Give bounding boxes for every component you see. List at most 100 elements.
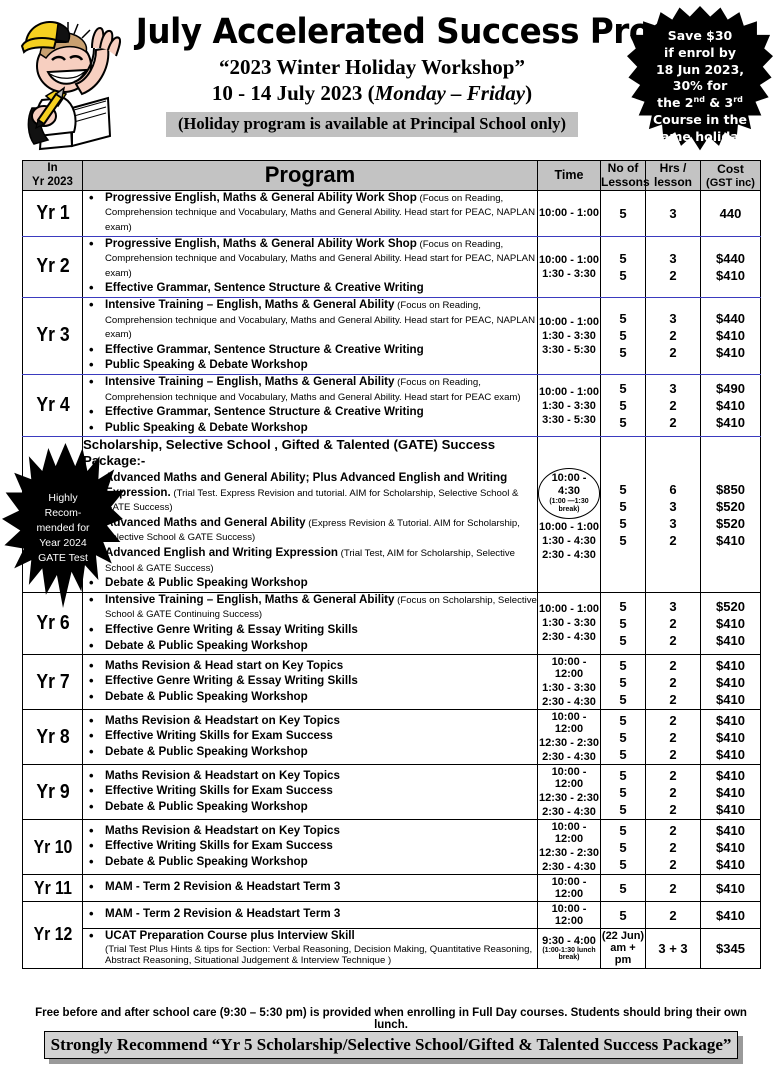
program-item-title: Effective Grammar, Sentence Structure & … xyxy=(105,342,424,356)
time-slot: 10:00 - 12:00 xyxy=(551,903,587,928)
time-slot: 10:00 - 1:00 xyxy=(539,385,599,398)
hours-per-lesson: 2 xyxy=(669,839,677,855)
title-block: July Accelerated Success Program “2023 W… xyxy=(118,14,745,138)
time-cell: 10:00 - 1:00 1:30 - 3:30 3:30 - 5:30 xyxy=(537,296,601,375)
save-discount-badge: Save $30 if enrol by 18 Jun 2023, 30% fo… xyxy=(627,6,773,158)
time-cell: 10:00 - 12:00 12:30 - 2:30 2:30 - 4:30 xyxy=(537,764,601,821)
program-item: Intensive Training – English, Maths & Ge… xyxy=(83,297,537,342)
hours-per-lesson: 3 xyxy=(669,515,677,531)
program-item-description: (Trial Test Plus Hints & tips for Sectio… xyxy=(105,943,533,967)
program-item-description: (Trial Test, AIM for Scholarship, Select… xyxy=(105,547,516,574)
program-item-title: Progressive English, Maths & General Abi… xyxy=(105,236,417,250)
program-item-list: Maths Revision & Head start on Key Topic… xyxy=(83,658,537,705)
package-header: Scholarship, Selective School , Gifted &… xyxy=(83,437,496,469)
time-slot: 2:30 - 4:30 xyxy=(542,806,596,819)
program-item-list: MAM - Term 2 Revision & Headstart Term 3 xyxy=(83,906,537,922)
program-item-title: Effective Writing Skills for Exam Succes… xyxy=(105,839,333,853)
hours-per-lesson: 2 xyxy=(669,345,677,361)
hours-per-lesson: 2 xyxy=(669,398,677,414)
save-line-1: Save $30 xyxy=(667,28,733,43)
program-schedule-table: In Yr 2023 Program Time No of Lessons Hr xyxy=(22,160,761,969)
cost-value: $410 xyxy=(716,415,745,431)
time-slot: 2:30 - 4:30 xyxy=(542,751,596,764)
time-cell: 10:00 - 1:00 1:30 - 3:30 2:30 - 4:30 xyxy=(537,591,601,656)
year-label: Yr 2 xyxy=(25,235,80,298)
time-slot: 10:00 - 1:00 xyxy=(539,315,599,328)
program-item-list: Intensive Training – English, Maths & Ge… xyxy=(83,297,537,373)
hours-per-lesson: 2 xyxy=(669,532,677,548)
program-item-title: MAM - Term 2 Revision & Headstart Term 3 xyxy=(105,880,341,894)
table-row: Yr 11 MAM - Term 2 Revision & Headstart T… xyxy=(23,874,761,903)
program-item: Advanced English and Writing Expression … xyxy=(83,545,537,575)
lessons-count-cell: 5 xyxy=(600,874,646,903)
program-cell: Intensive Training – English, Maths & Ge… xyxy=(82,296,538,375)
footer-banner: Strongly Recommend “Yr 5 Scholarship/Sel… xyxy=(44,1031,738,1059)
program-item-title: Maths Revision & Headstart on Key Topics xyxy=(105,768,340,782)
program-item-description: (Focus on Reading, Comprehension techniq… xyxy=(105,192,535,233)
lessons-count: 5 xyxy=(619,498,627,514)
program-item: Effective Writing Skills for Exam Succes… xyxy=(83,838,537,854)
program-item-title: Advanced English and Writing Expression xyxy=(105,545,338,559)
cost-value: $490 xyxy=(716,381,745,397)
cost-value-cell: $410 xyxy=(700,874,761,903)
cost-value: $440 xyxy=(716,250,745,266)
program-item: Intensive Training – English, Maths & Ge… xyxy=(83,374,537,404)
program-item-title: Effective Writing Skills for Exam Succes… xyxy=(105,784,333,798)
lessons-count: 5 xyxy=(619,328,627,344)
time-slot: 10:00 - 12:00 xyxy=(551,656,587,681)
program-item-title: Effective Genre Writing & Essay Writing … xyxy=(105,674,358,688)
col-header-hours-l2: lesson xyxy=(653,175,692,190)
lessons-count: 5 xyxy=(619,767,627,783)
program-item-title: Advanced Maths and General Ability; Plus… xyxy=(105,470,508,499)
program-item-title: Public Speaking & Debate Workshop xyxy=(105,420,308,434)
cost-value-cell: $410 $410 $410 xyxy=(700,764,761,821)
time-cell: 10:00 - 12:00 1:30 - 3:30 2:30 - 4:30 xyxy=(537,654,601,711)
program-item-title: Intensive Training – English, Maths & Ge… xyxy=(105,374,395,388)
save-line-7: same holiday xyxy=(653,128,747,144)
gate-line-2: Recom- xyxy=(44,506,82,519)
program-item: Advanced Maths and General Ability; Plus… xyxy=(83,470,537,515)
program-item: Effective Genre Writing & Essay Writing … xyxy=(83,622,537,638)
gate-line-3: mended for xyxy=(36,521,90,534)
program-cell: MAM - Term 2 Revision & Headstart Term 3 xyxy=(82,901,538,930)
program-cell: Maths Revision & Headstart on Key Topics… xyxy=(82,819,538,876)
cost-value-cell: $410 $410 $410 xyxy=(700,819,761,876)
table-row: Yr 10Maths Revision & Headstart on Key T… xyxy=(23,819,761,876)
program-item: Debate & Public Speaking Workshop xyxy=(83,689,537,705)
lessons-count: 5 xyxy=(619,598,627,614)
cost-value-cell: $520 $410 $410 xyxy=(700,591,761,656)
table-row: Yr 6 Intensive Training – English, Maths … xyxy=(23,591,761,656)
program-item-description: (Trial Test. Express Revision and tutori… xyxy=(105,487,519,514)
program-item: Intensive Training – English, Maths & Ge… xyxy=(83,592,537,622)
program-item: Effective Writing Skills for Exam Succes… xyxy=(83,728,537,744)
lessons-count: 5 xyxy=(619,691,627,707)
time-cell: 10:00 - 12:00 12:30 - 2:30 2:30 - 4:30 xyxy=(537,709,601,766)
hours-per-lesson: 3 xyxy=(669,598,677,614)
footer-banner-text: Strongly Recommend “Yr 5 Scholarship/Sel… xyxy=(50,1035,732,1054)
header: July Accelerated Success Program “2023 W… xyxy=(0,0,781,158)
gate-badge-text: Highly Recom- mended for Year 2024 GATE … xyxy=(10,491,116,566)
program-item: Maths Revision & Head start on Key Topic… xyxy=(83,658,537,674)
cost-value: 440 xyxy=(719,205,742,221)
program-item-title: Debate & Public Speaking Workshop xyxy=(105,576,308,590)
program-item: Effective Writing Skills for Exam Succes… xyxy=(83,783,537,799)
lessons-count: 5 xyxy=(619,398,627,414)
program-cell: Intensive Training – English, Maths & Ge… xyxy=(82,592,538,656)
program-item: Public Speaking & Debate Workshop xyxy=(83,357,537,373)
save-line-6: Course in the xyxy=(653,111,747,127)
cost-value: $410 xyxy=(716,398,745,414)
program-item-title: Maths Revision & Head start on Key Topic… xyxy=(105,658,344,672)
table-row: Yr 12 MAM - Term 2 Revision & Headstart T… xyxy=(23,901,761,969)
table-row: Yr 9Maths Revision & Headstart on Key To… xyxy=(23,764,761,821)
year-label: Yr 6 xyxy=(25,591,80,656)
time-slot: 10:00 - 12:00 xyxy=(551,766,587,791)
cost-value: $410 xyxy=(716,729,745,745)
lessons-count: 5 xyxy=(619,839,627,855)
footer-note: Free before and after school care (9:30 … xyxy=(35,1007,747,1031)
page-dates: 10 - 14 July 2023 (Monday – Friday) xyxy=(118,80,626,106)
col-header-program: Program xyxy=(82,160,538,191)
program-item-description: (Focus on Scholarship, Selective School … xyxy=(105,594,537,621)
